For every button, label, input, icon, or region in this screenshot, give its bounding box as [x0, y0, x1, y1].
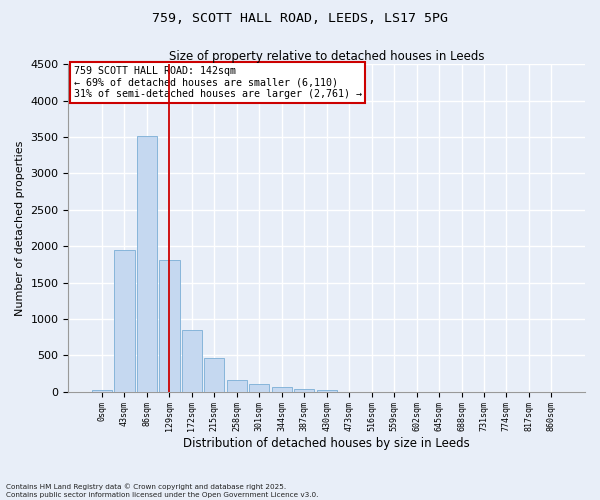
Bar [272, 387, 292, 392]
Text: 759, SCOTT HALL ROAD, LEEDS, LS17 5PG: 759, SCOTT HALL ROAD, LEEDS, LS17 5PG [152, 12, 448, 26]
Text: Contains HM Land Registry data © Crown copyright and database right 2025.
Contai: Contains HM Land Registry data © Crown c… [6, 484, 319, 498]
Bar [317, 390, 337, 392]
Bar [249, 384, 269, 392]
Bar [92, 390, 112, 392]
Bar [137, 136, 157, 392]
Bar [115, 250, 134, 392]
Bar [182, 330, 202, 392]
Bar [159, 260, 179, 392]
Bar [294, 389, 314, 392]
Text: 759 SCOTT HALL ROAD: 142sqm
← 69% of detached houses are smaller (6,110)
31% of : 759 SCOTT HALL ROAD: 142sqm ← 69% of det… [74, 66, 362, 99]
Bar [227, 380, 247, 392]
X-axis label: Distribution of detached houses by size in Leeds: Distribution of detached houses by size … [184, 437, 470, 450]
Bar [204, 358, 224, 392]
Y-axis label: Number of detached properties: Number of detached properties [15, 140, 25, 316]
Title: Size of property relative to detached houses in Leeds: Size of property relative to detached ho… [169, 50, 484, 63]
